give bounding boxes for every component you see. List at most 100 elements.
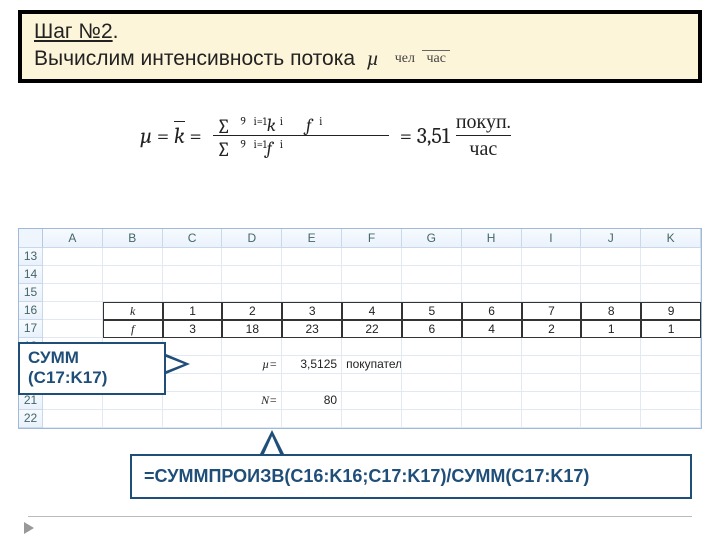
cell[interactable]	[462, 392, 522, 410]
cell[interactable]	[222, 284, 282, 302]
cell[interactable]	[641, 338, 701, 356]
cell[interactable]	[522, 284, 582, 302]
cell[interactable]	[342, 374, 402, 392]
cell[interactable]	[222, 410, 282, 428]
cell[interactable]	[43, 410, 103, 428]
cell[interactable]	[581, 356, 641, 374]
cell[interactable]	[222, 248, 282, 266]
cell[interactable]	[43, 320, 103, 338]
cell[interactable]	[222, 266, 282, 284]
cell[interactable]	[342, 392, 402, 410]
cell[interactable]	[402, 248, 462, 266]
cell[interactable]	[402, 284, 462, 302]
cell[interactable]	[641, 392, 701, 410]
cell[interactable]	[342, 338, 402, 356]
cell[interactable]	[581, 410, 641, 428]
cell[interactable]: 18	[222, 320, 282, 338]
cell[interactable]	[522, 338, 582, 356]
cell[interactable]	[462, 248, 522, 266]
cell[interactable]	[163, 410, 223, 428]
cell[interactable]	[282, 266, 342, 284]
cell[interactable]	[342, 248, 402, 266]
cell[interactable]: 4	[462, 320, 522, 338]
cell[interactable]	[402, 392, 462, 410]
cell[interactable]	[103, 410, 163, 428]
cell[interactable]	[522, 410, 582, 428]
cell[interactable]: µ=	[222, 356, 282, 374]
cell[interactable]	[163, 392, 223, 410]
cell[interactable]	[342, 284, 402, 302]
cell[interactable]: k	[103, 302, 163, 320]
cell[interactable]: f	[103, 320, 163, 338]
cell[interactable]	[402, 410, 462, 428]
cell[interactable]	[222, 374, 282, 392]
cell[interactable]	[581, 248, 641, 266]
cell[interactable]	[163, 266, 223, 284]
cell[interactable]	[103, 284, 163, 302]
cell[interactable]	[402, 374, 462, 392]
cell[interactable]	[462, 266, 522, 284]
cell[interactable]: 22	[342, 320, 402, 338]
cell[interactable]	[402, 356, 462, 374]
cell[interactable]: N=	[222, 392, 282, 410]
cell[interactable]	[222, 338, 282, 356]
cell[interactable]	[103, 266, 163, 284]
cell[interactable]	[641, 374, 701, 392]
cell[interactable]	[462, 374, 522, 392]
cell[interactable]: 23	[282, 320, 342, 338]
cell[interactable]	[43, 284, 103, 302]
cell[interactable]	[641, 284, 701, 302]
cell[interactable]	[342, 266, 402, 284]
cell[interactable]	[103, 248, 163, 266]
cell[interactable]	[641, 248, 701, 266]
cell[interactable]	[462, 356, 522, 374]
cell[interactable]: 6	[402, 320, 462, 338]
cell[interactable]: 1	[641, 320, 701, 338]
cell[interactable]	[282, 338, 342, 356]
cell[interactable]	[641, 266, 701, 284]
cell[interactable]	[522, 392, 582, 410]
cell[interactable]	[581, 392, 641, 410]
cell[interactable]	[522, 356, 582, 374]
cell[interactable]	[581, 338, 641, 356]
cell[interactable]	[43, 248, 103, 266]
cell[interactable]	[402, 266, 462, 284]
cell[interactable]	[581, 284, 641, 302]
cell[interactable]: 5	[402, 302, 462, 320]
cell[interactable]	[282, 410, 342, 428]
cell[interactable]	[581, 374, 641, 392]
cell[interactable]	[282, 374, 342, 392]
cell[interactable]: 9	[641, 302, 701, 320]
cell[interactable]	[641, 356, 701, 374]
cell[interactable]: 7	[522, 302, 582, 320]
cell[interactable]: 2	[222, 302, 282, 320]
cell[interactable]: 1	[163, 302, 223, 320]
cell[interactable]: 8	[581, 302, 641, 320]
cell[interactable]	[581, 266, 641, 284]
cell[interactable]	[641, 410, 701, 428]
cell[interactable]: 1	[581, 320, 641, 338]
cell[interactable]	[282, 284, 342, 302]
cell[interactable]	[163, 248, 223, 266]
cell[interactable]	[342, 410, 402, 428]
cell[interactable]	[462, 410, 522, 428]
cell[interactable]	[522, 374, 582, 392]
cell[interactable]: 3	[163, 320, 223, 338]
cell[interactable]	[522, 266, 582, 284]
cell[interactable]: 2	[522, 320, 582, 338]
cell[interactable]: 4	[342, 302, 402, 320]
cell[interactable]: 80	[282, 392, 342, 410]
cell[interactable]	[462, 338, 522, 356]
cell[interactable]	[163, 374, 223, 392]
cell[interactable]	[43, 302, 103, 320]
cell[interactable]	[163, 284, 223, 302]
cell[interactable]	[462, 284, 522, 302]
cell[interactable]: 3,5125	[282, 356, 342, 374]
cell[interactable]: 3	[282, 302, 342, 320]
cell[interactable]	[402, 338, 462, 356]
cell[interactable]: 6	[462, 302, 522, 320]
cell[interactable]	[522, 248, 582, 266]
cell[interactable]	[43, 266, 103, 284]
cell[interactable]	[282, 248, 342, 266]
cell[interactable]: покупателей/час	[342, 356, 402, 374]
